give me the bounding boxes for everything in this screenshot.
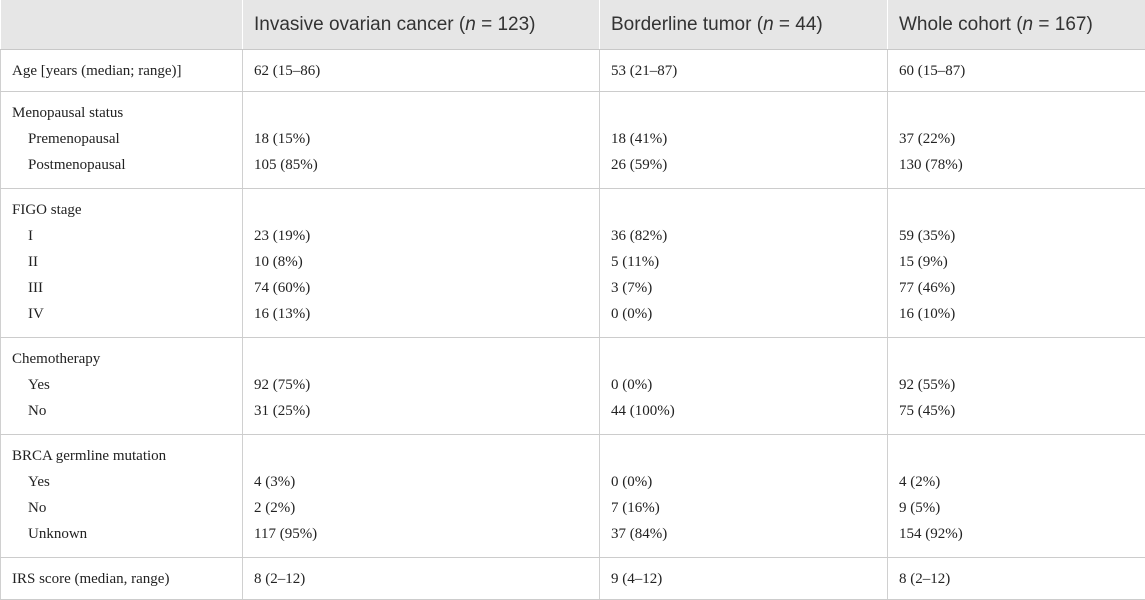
chemotherapy-labels: Chemotherapy Yes No <box>1 338 243 435</box>
chemotherapy-row-label: No <box>12 402 242 428</box>
menopausal-labels: Menopausal status Premenopausal Postmeno… <box>1 92 243 189</box>
brca-row-label: Unknown <box>12 525 242 551</box>
menopausal-borderline: 18 (41%) 26 (59%) <box>600 92 888 189</box>
figo-invasive: 23 (19%) 10 (8%) 74 (60%) 16 (13%) <box>243 189 600 338</box>
header-whole-cohort: Whole cohort (n = 167) <box>888 0 1145 50</box>
age-row: Age [years (median; range)] 62 (15–86) 5… <box>1 50 1145 92</box>
irs-row: IRS score (median, range) 8 (2–12) 9 (4–… <box>1 558 1145 600</box>
age-label: Age [years (median; range)] <box>1 50 243 92</box>
header-borderline: Borderline tumor (n = 44) <box>600 0 888 50</box>
chemotherapy-borderline: 0 (0%) 44 (100%) <box>600 338 888 435</box>
irs-borderline: 9 (4–12) <box>600 558 888 600</box>
menopausal-group: Menopausal status Premenopausal Postmeno… <box>1 92 1145 189</box>
brca-group: BRCA germline mutation Yes No Unknown 4 … <box>1 435 1145 558</box>
age-whole: 60 (15–87) <box>888 50 1145 92</box>
figo-group: FIGO stage I II III IV 23 (19%) 10 (8%) … <box>1 189 1145 338</box>
header-empty <box>1 0 243 50</box>
irs-invasive: 8 (2–12) <box>243 558 600 600</box>
age-borderline: 53 (21–87) <box>600 50 888 92</box>
figo-row-label: II <box>12 253 242 279</box>
brca-row-label: No <box>12 499 242 525</box>
menopausal-heading: Menopausal status <box>12 104 242 130</box>
irs-whole: 8 (2–12) <box>888 558 1145 600</box>
figo-row-label: III <box>12 279 242 305</box>
chemotherapy-invasive: 92 (75%) 31 (25%) <box>243 338 600 435</box>
menopausal-invasive: 18 (15%) 105 (85%) <box>243 92 600 189</box>
chemotherapy-group: Chemotherapy Yes No 92 (75%) 31 (25%) 0 … <box>1 338 1145 435</box>
figo-borderline: 36 (82%) 5 (11%) 3 (7%) 0 (0%) <box>600 189 888 338</box>
brca-borderline: 0 (0%) 7 (16%) 37 (84%) <box>600 435 888 558</box>
header-row: Invasive ovarian cancer (n = 123) Border… <box>1 0 1145 50</box>
chemotherapy-heading: Chemotherapy <box>12 350 242 376</box>
menopausal-whole: 37 (22%) 130 (78%) <box>888 92 1145 189</box>
header-invasive: Invasive ovarian cancer (n = 123) <box>243 0 600 50</box>
figo-labels: FIGO stage I II III IV <box>1 189 243 338</box>
figo-row-label: IV <box>12 305 242 331</box>
age-invasive: 62 (15–86) <box>243 50 600 92</box>
irs-label: IRS score (median, range) <box>1 558 243 600</box>
figo-row-label: I <box>12 227 242 253</box>
brca-whole: 4 (2%) 9 (5%) 154 (92%) <box>888 435 1145 558</box>
menopausal-row-label: Premenopausal <box>12 130 242 156</box>
brca-heading: BRCA germline mutation <box>12 447 242 473</box>
figo-whole: 59 (35%) 15 (9%) 77 (46%) 16 (10%) <box>888 189 1145 338</box>
chemotherapy-row-label: Yes <box>12 376 242 402</box>
brca-invasive: 4 (3%) 2 (2%) 117 (95%) <box>243 435 600 558</box>
figo-heading: FIGO stage <box>12 201 242 227</box>
brca-row-label: Yes <box>12 473 242 499</box>
menopausal-row-label: Postmenopausal <box>12 156 242 182</box>
brca-labels: BRCA germline mutation Yes No Unknown <box>1 435 243 558</box>
chemotherapy-whole: 92 (55%) 75 (45%) <box>888 338 1145 435</box>
